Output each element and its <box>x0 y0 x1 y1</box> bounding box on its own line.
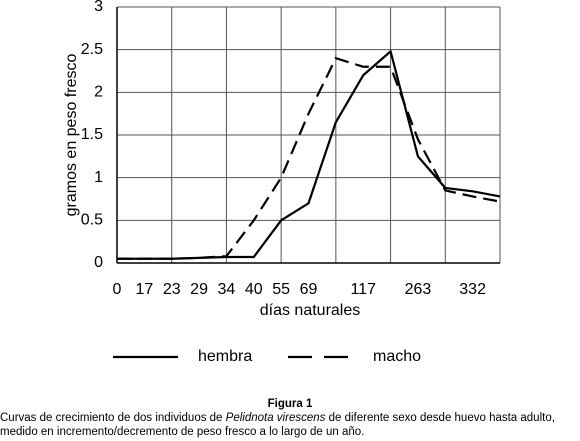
x-tick-label: 69 <box>300 281 318 298</box>
x-tick-label: 23 <box>163 281 181 298</box>
x-axis-title: días naturales <box>260 302 361 319</box>
x-tick-label: 17 <box>135 281 153 298</box>
y-tick-label: 0 <box>94 254 103 271</box>
caption: Figura 1 Curvas de crecimiento de dos in… <box>0 397 580 439</box>
caption-text: de diferente sexo desde huevo hasta adul… <box>0 412 555 438</box>
x-tick-label: 29 <box>190 281 208 298</box>
y-tick-label: 1 <box>94 169 103 186</box>
y-tick-label: 3 <box>94 0 103 15</box>
legend-label: hembra <box>198 348 252 365</box>
y-tick-label: 1.5 <box>81 126 103 143</box>
x-tick-label: 117 <box>350 281 376 298</box>
legend-label: macho <box>373 348 421 365</box>
y-tick-label: 0.5 <box>81 212 103 229</box>
y-axis-title: gramos en peso fresco <box>63 54 80 217</box>
x-tick-label: 55 <box>272 281 290 298</box>
species-name: Pelidnota virescens <box>225 412 326 424</box>
caption-label: Figura 1 <box>267 398 313 410</box>
x-tick-label: 34 <box>218 281 236 298</box>
y-tick-label: 2 <box>94 84 103 101</box>
y-tick-label: 2.5 <box>81 41 103 58</box>
series-line <box>117 49 501 260</box>
x-tick-label: 40 <box>245 281 263 298</box>
caption-text: Curvas de crecimiento de dos individuos … <box>0 411 580 439</box>
x-tick-label: 0 <box>113 281 122 298</box>
x-tick-label: 332 <box>459 281 486 298</box>
series-line <box>117 56 501 260</box>
caption-text: Curvas de crecimiento de dos individuos … <box>0 412 226 424</box>
x-tick-label: 263 <box>405 281 432 298</box>
chart: gramos en peso fresco días naturales 0 0.… <box>63 0 501 365</box>
